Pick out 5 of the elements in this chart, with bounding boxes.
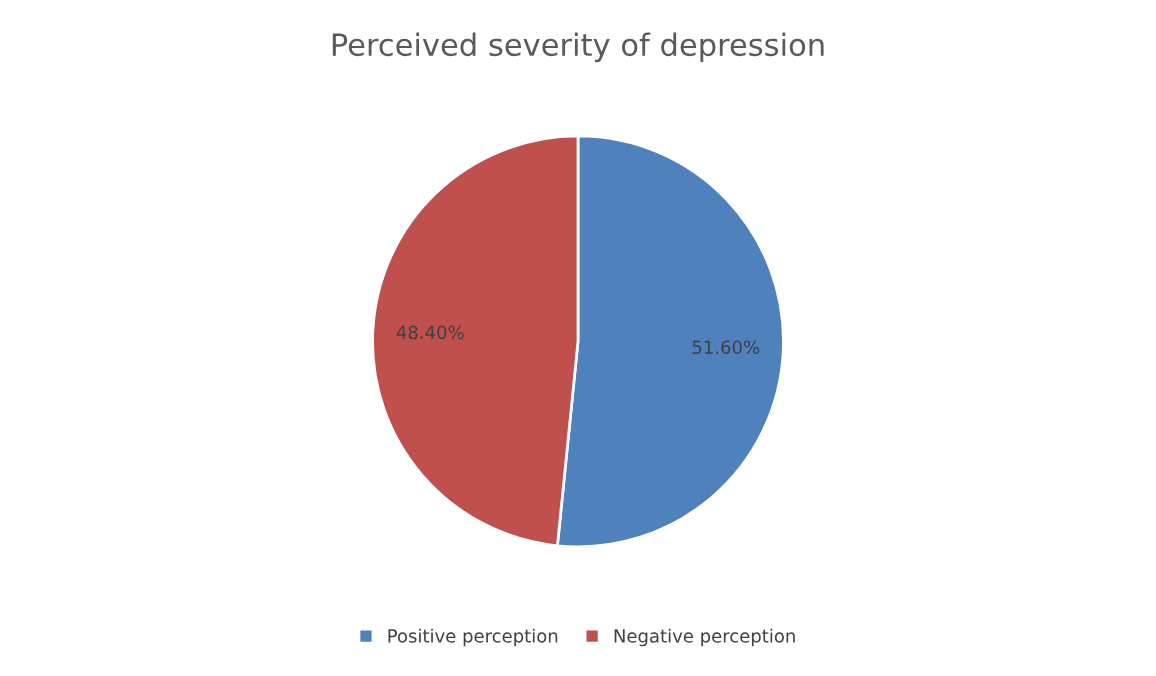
data-label: 51.60% <box>692 340 760 355</box>
chart-title: Perceived severity of depression <box>332 32 824 63</box>
legend-label: Positive perception <box>388 628 558 647</box>
data-label: 48.40% <box>396 325 464 340</box>
legend-label: Negative perception <box>614 628 795 647</box>
